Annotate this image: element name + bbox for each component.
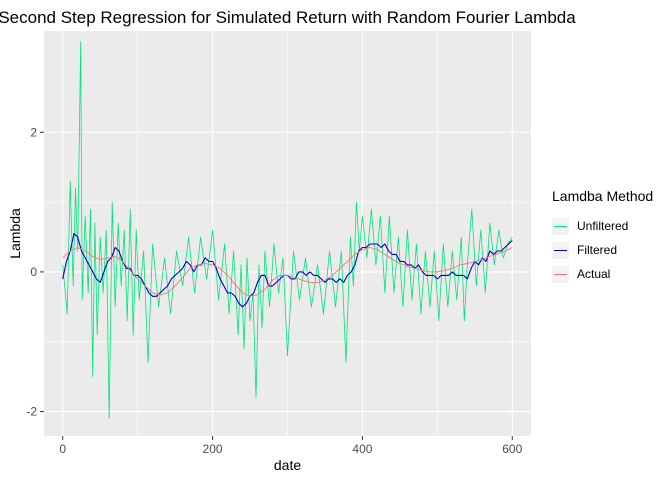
legend-key-filtered xyxy=(552,241,569,259)
legend-item-unfiltered: Unfiltered xyxy=(552,214,670,238)
legend-item-filtered: Filtered xyxy=(552,238,670,262)
series-line-unfiltered xyxy=(62,41,513,419)
major-gridlines xyxy=(44,31,531,436)
y-tick-label: -2 xyxy=(26,405,37,419)
y-tick-label: 0 xyxy=(30,265,37,279)
legend-key-actual xyxy=(552,265,569,283)
legend-label-unfiltered: Unfiltered xyxy=(577,219,629,233)
x-tick-label: 400 xyxy=(352,442,372,456)
x-tick-label: 200 xyxy=(203,442,223,456)
x-axis-label: date xyxy=(274,457,301,473)
legend-title: Lamdba Method xyxy=(552,188,654,204)
legend-label-actual: Actual xyxy=(577,267,611,281)
legend: Lamdba Method Unfiltered Filtered Actual xyxy=(552,188,670,286)
legend-key-unfiltered xyxy=(552,217,569,235)
series-line-actual xyxy=(62,247,513,297)
x-tick-label: 0 xyxy=(59,442,66,456)
minor-gridlines xyxy=(44,31,531,436)
chart-title: Second Step Regression for Simulated Ret… xyxy=(0,8,576,27)
axis-ticks: 0 200 400 600 -2 0 2 xyxy=(26,125,522,456)
x-tick-label: 600 xyxy=(502,442,522,456)
legend-label-filtered: Filtered xyxy=(577,243,618,257)
series-layer xyxy=(62,41,513,419)
y-tick-label: 2 xyxy=(30,125,37,139)
y-axis-label: Lambda xyxy=(7,208,23,259)
legend-item-actual: Actual xyxy=(552,262,670,286)
